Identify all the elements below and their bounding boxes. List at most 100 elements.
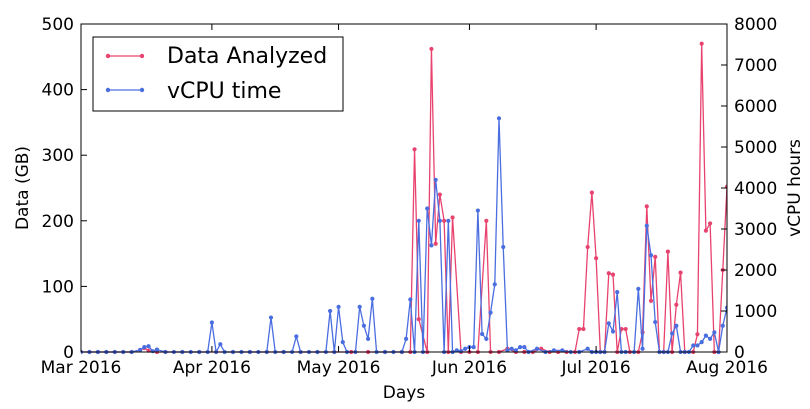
data-point-vcpu-time [733, 284, 737, 288]
data-point-vcpu-time [370, 296, 375, 301]
data-point-data-analyzed [429, 46, 434, 52]
data-point-data-analyzed [442, 218, 447, 223]
y2-tick-label: 0 [734, 343, 745, 363]
data-point-vcpu-time [463, 346, 468, 351]
data-point-vcpu-time [446, 218, 451, 223]
data-point-data-analyzed [738, 327, 742, 331]
data-point-vcpu-time [585, 346, 590, 351]
y2-tick-label: 6000 [734, 97, 777, 117]
data-point-vcpu-time [670, 331, 675, 336]
data-point-vcpu-time [416, 218, 421, 223]
y2-tick-label: 7000 [734, 56, 777, 76]
legend-marker [105, 53, 111, 59]
y-tick-label: 300 [42, 146, 74, 166]
ticks-layer: Mar 2016 Apr 2016 May 2016 Jun 2016 Jul 2016… [41, 15, 778, 378]
data-point-vcpu-time [695, 343, 700, 348]
data-point-vcpu-time [640, 346, 645, 351]
data-point-vcpu-time [437, 218, 442, 223]
legend-marker [139, 53, 145, 59]
data-point-vcpu-time [615, 290, 620, 295]
y-tick-label: 100 [42, 277, 74, 297]
x-tick-label: Jun 2016 [431, 358, 507, 378]
data-point-vcpu-time [699, 340, 704, 345]
data-point-vcpu-time [484, 336, 489, 341]
y-tick-label: 200 [42, 212, 74, 232]
y2-tick-label: 4000 [734, 179, 777, 199]
data-point-vcpu-time [534, 346, 540, 351]
data-point-vcpu-time [492, 282, 497, 287]
data-point-vcpu-time [729, 34, 733, 38]
data-point-vcpu-time [648, 253, 654, 258]
data-point-data-analyzed [606, 271, 611, 276]
data-point-data-analyzed [623, 326, 628, 332]
data-point-data-analyzed [708, 221, 713, 226]
data-point-vcpu-time [746, 350, 750, 354]
data-point-vcpu-time [154, 347, 160, 352]
data-point-vcpu-time [138, 347, 143, 353]
data-point-data-analyzed [610, 272, 616, 277]
data-point-vcpu-time [361, 323, 366, 328]
y2-tick-label: 2000 [734, 261, 777, 281]
data-point-vcpu-time [357, 304, 362, 309]
data-point-vcpu-time [458, 349, 464, 354]
x-tick-label: Aug 2016 [686, 358, 768, 378]
data-point-data-analyzed [644, 204, 649, 209]
data-point-vcpu-time [488, 310, 493, 315]
data-point-data-analyzed [437, 192, 442, 197]
data-point-data-analyzed [699, 41, 704, 46]
data-point-vcpu-time [425, 206, 430, 211]
data-point-data-analyzed [695, 332, 700, 337]
data-point-data-analyzed [581, 326, 586, 332]
x-tick-label: May 2016 [297, 358, 381, 378]
data-point-vcpu-time [328, 308, 333, 314]
data-point-vcpu-time [509, 346, 514, 351]
y-tick-label: 500 [42, 15, 74, 35]
data-point-vcpu-time [703, 333, 708, 338]
data-point-vcpu-time [505, 348, 510, 353]
data-point-vcpu-time [653, 319, 658, 325]
data-point-data-analyzed [416, 317, 421, 322]
legend-box [92, 36, 344, 112]
legend: Data Analyzed vCPU time [92, 36, 344, 112]
data-point-vcpu-time [150, 349, 155, 354]
data-point-vcpu-time [454, 348, 459, 353]
data-point-vcpu-time [475, 208, 480, 213]
data-point-vcpu-time [606, 321, 611, 326]
data-point-vcpu-time [720, 323, 725, 328]
data-point-data-analyzed [678, 270, 683, 275]
y2-tick-label: 8000 [734, 15, 777, 35]
data-point-vcpu-time [636, 286, 641, 291]
legend-label-data-analyzed: Data Analyzed [167, 44, 327, 69]
data-point-vcpu-time [708, 336, 713, 341]
y2-axis-label: vCPU hours [785, 139, 805, 237]
data-point-data-analyzed [412, 147, 417, 152]
y-axis-label: Data (GB) [13, 146, 33, 230]
data-point-data-analyzed [653, 254, 658, 259]
data-point-data-analyzed [648, 298, 654, 303]
data-point-vcpu-time [712, 330, 717, 335]
data-point-data-analyzed [665, 249, 670, 254]
data-point-data-analyzed [589, 190, 594, 195]
data-point-vcpu-time [522, 344, 527, 350]
data-point-data-analyzed [746, 350, 750, 354]
data-point-data-analyzed [577, 326, 582, 332]
data-point-vcpu-time [496, 116, 502, 121]
data-point-vcpu-time [518, 344, 523, 350]
data-point-vcpu-time [218, 342, 223, 347]
data-point-vcpu-time [408, 297, 413, 302]
data-point-data-analyzed [703, 228, 708, 233]
data-point-vcpu-time [750, 343, 754, 347]
y-tick-label: 400 [42, 81, 74, 101]
data-point-vcpu-time [268, 315, 274, 320]
data-point-vcpu-time [471, 344, 476, 350]
data-point-data-analyzed [594, 256, 599, 261]
x-tick-label: Mar 2016 [41, 358, 122, 378]
legend-marker [139, 87, 145, 93]
data-point-vcpu-time [340, 340, 345, 345]
data-point-vcpu-time [404, 336, 409, 341]
data-point-vcpu-time [644, 223, 649, 228]
data-point-vcpu-time [691, 343, 696, 348]
legend-label-vcpu-time: vCPU time [167, 79, 281, 104]
data-point-vcpu-time [336, 304, 341, 309]
